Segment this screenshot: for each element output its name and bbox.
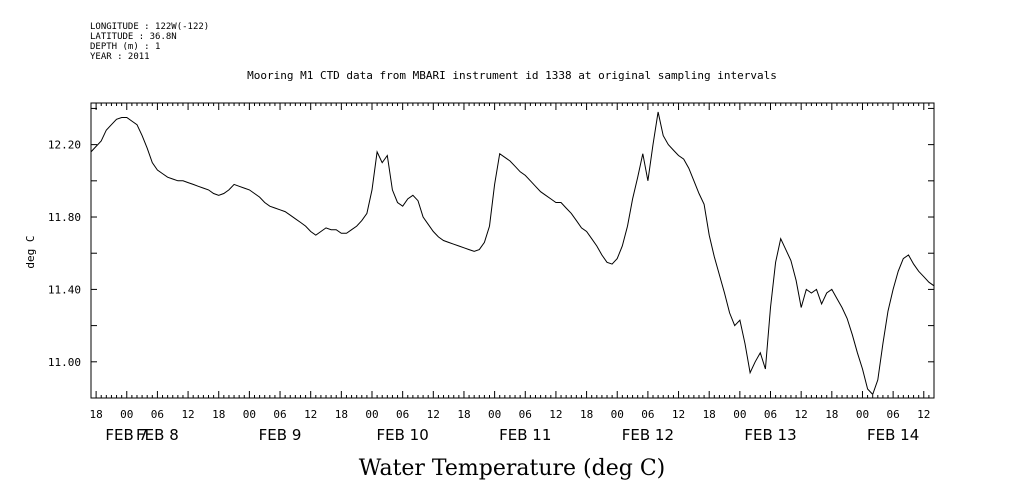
y-tick-label: 12.20 — [48, 139, 81, 152]
x-tick-label: 12 — [672, 408, 685, 421]
water-temperature-line — [90, 111, 935, 396]
x-tick-label: 12 — [427, 408, 440, 421]
x-tick-label: 00 — [611, 408, 624, 421]
x-tick-label: 18 — [89, 408, 102, 421]
date-label: FEB 14 — [867, 426, 919, 444]
x-tick-label: 18 — [335, 408, 348, 421]
x-tick-label: 12 — [795, 408, 808, 421]
date-label: FEB 11 — [499, 426, 551, 444]
x-tick-label: 00 — [488, 408, 501, 421]
x-tick-label: 00 — [856, 408, 869, 421]
x-tick-label: 18 — [825, 408, 838, 421]
x-tick-label: 18 — [457, 408, 470, 421]
x-tick-label: 06 — [519, 408, 532, 421]
date-label: FEB 9 — [259, 426, 302, 444]
x-tick-label: 06 — [887, 408, 900, 421]
x-tick-label: 06 — [641, 408, 654, 421]
y-tick-label: 11.40 — [48, 283, 81, 296]
date-label: FEB 10 — [377, 426, 429, 444]
y-tick-label: 11.00 — [48, 356, 81, 369]
x-tick-label: 06 — [151, 408, 164, 421]
x-tick-label: 12 — [304, 408, 317, 421]
date-label: FEB 12 — [622, 426, 674, 444]
x-axis — [90, 103, 935, 398]
y-axis-label: deg C — [24, 235, 37, 268]
x-tick-labels: 18 00 06 12 18 00 06 12 18 00 06 12 18 00 06 12 18 00 06 12… — [89, 408, 930, 421]
y-axis: 11.00 11.40 11.80 12.20 — [48, 107, 934, 399]
date-label: FEB 7 — [105, 426, 148, 444]
chart-title: Mooring M1 CTD data from MBARI instrumen… — [247, 69, 777, 82]
x-tick-label: 18 — [703, 408, 716, 421]
x-tick-label: 12 — [917, 408, 930, 421]
date-label: FEB 13 — [744, 426, 796, 444]
x-tick-label: 18 — [212, 408, 225, 421]
date-label: FEB 8 — [136, 426, 179, 444]
plot-frame — [90, 102, 935, 399]
x-axis-label: Water Temperature (deg C) — [359, 456, 666, 481]
x-tick-label: 00 — [733, 408, 746, 421]
year-label: YEAR : 2011 — [90, 52, 150, 62]
x-tick-label: 06 — [764, 408, 777, 421]
x-tick-label: 00 — [120, 408, 133, 421]
latitude-label: LATITUDE : 36.8N — [90, 32, 177, 42]
x-tick-label: 06 — [273, 408, 286, 421]
x-tick-label: 00 — [365, 408, 378, 421]
depth-label: DEPTH (m) : 1 — [90, 42, 160, 52]
x-tick-label: 12 — [181, 408, 194, 421]
x-tick-label: 18 — [580, 408, 593, 421]
y-tick-label: 11.80 — [48, 211, 81, 224]
x-tick-label: 06 — [396, 408, 409, 421]
x-tick-label: 00 — [243, 408, 256, 421]
x-tick-label: 12 — [549, 408, 562, 421]
longitude-label: LONGITUDE : 122W(-122) — [90, 22, 209, 32]
